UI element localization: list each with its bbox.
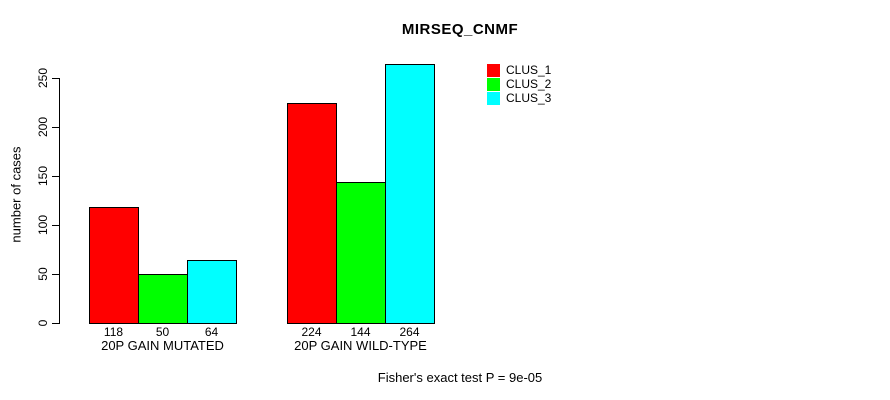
bar-value-label: 224 [301,325,322,339]
legend-swatch-icon [487,77,500,91]
legend-label: CLUS_2 [506,76,552,91]
bar-clus_2-2 [336,181,386,324]
y-tick-label: 250 [36,67,50,89]
chart-title: MIRSEQ_CNMF [401,21,519,38]
bar-clus_3-2 [385,64,435,324]
y-tick-label: 50 [36,267,50,281]
bar-value-label: 118 [103,325,124,339]
group-label: 20P GAIN WILD-TYPE [294,338,427,353]
legend-label: CLUS_1 [506,62,552,77]
legend-swatch-icon [487,91,500,105]
legend-item-clus_1: CLUS_1 [487,63,551,77]
y-tick [52,274,59,275]
y-tick-label: 0 [36,319,50,327]
legend-swatch-icon [487,63,500,77]
y-tick [52,127,59,128]
legend: CLUS_1 CLUS_2 CLUS_3 [487,63,551,105]
bar-clus_1-2 [287,103,337,324]
y-tick-label: 200 [36,116,50,138]
legend-item-clus_3: CLUS_3 [487,91,551,105]
bar-value-label: 264 [399,325,420,339]
group-label: 20P GAIN MUTATED [101,338,224,353]
y-axis-line [59,78,60,324]
bar-clus_1-1 [89,207,139,324]
bar-value-label: 50 [155,325,170,339]
y-tick-label: 100 [36,214,50,236]
y-axis-label: number of cases [8,146,24,243]
y-tick-label: 150 [36,165,50,187]
y-tick [52,78,59,79]
bar-value-label: 144 [350,325,371,339]
y-tick [52,225,59,226]
y-tick [52,176,59,177]
bar-clus_2-1 [138,274,188,324]
bar-clus_3-1 [187,260,237,324]
stat-test-note: Fisher's exact test P = 9e-05 [377,370,543,385]
legend-item-clus_2: CLUS_2 [487,77,551,91]
bar-value-label: 64 [204,325,219,339]
legend-label: CLUS_3 [506,90,552,105]
y-tick [52,323,59,324]
